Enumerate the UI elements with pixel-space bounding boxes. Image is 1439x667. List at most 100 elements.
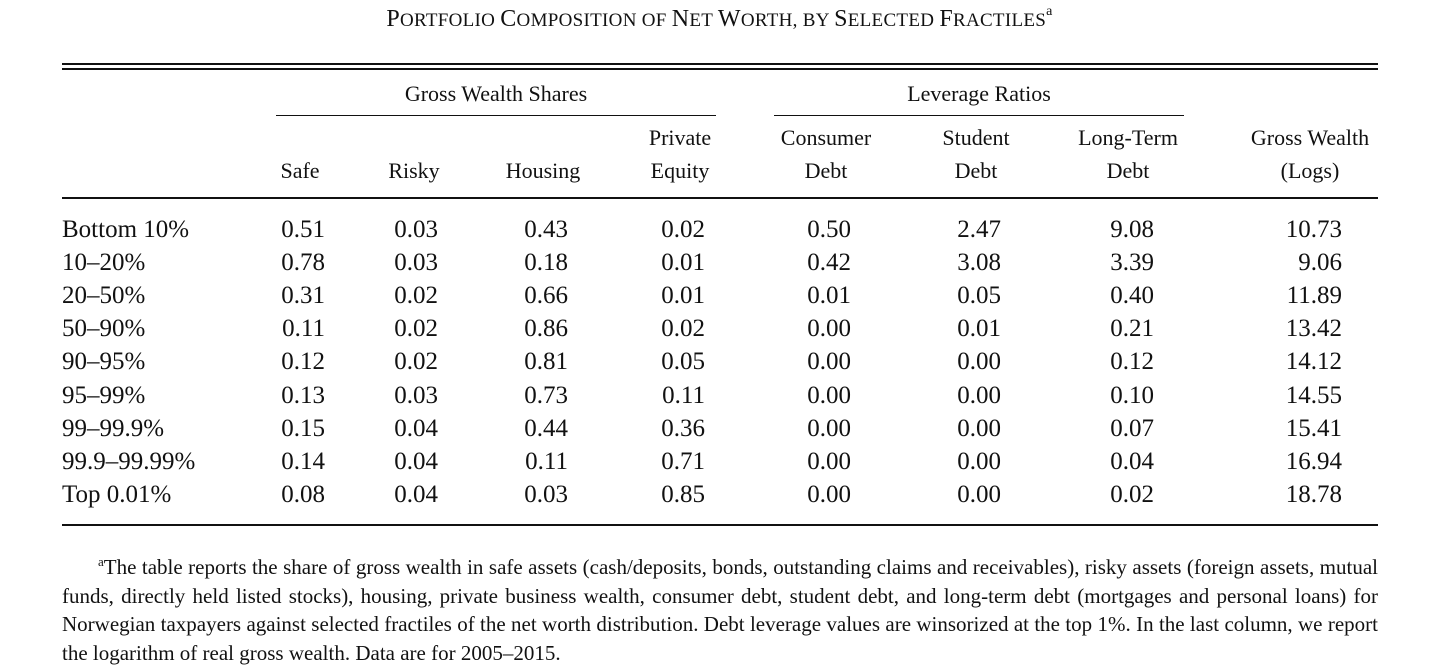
cell-student-debt: 0.00 <box>957 414 1001 442</box>
cell-long-term-debt: 0.07 <box>1110 414 1154 442</box>
table-footnote: aThe table reports the share of gross we… <box>62 548 1378 667</box>
cell-long-term-debt: 0.12 <box>1110 348 1154 376</box>
cell-gross-wealth-logs: 15.41 <box>1285 414 1342 442</box>
cell-risky: 0.03 <box>394 216 438 243</box>
cell-safe: 0.11 <box>282 315 325 343</box>
cell-safe: 0.78 <box>281 249 325 277</box>
cell-safe: 0.15 <box>281 414 325 442</box>
title-small-caps: ORTH, BY <box>740 10 835 31</box>
top-rule-2 <box>62 68 1378 70</box>
cell-consumer-debt: 0.50 <box>807 216 851 243</box>
cell-student-debt: 0.05 <box>957 282 1001 310</box>
row-label: Top 0.01% <box>62 480 172 508</box>
cell-private-equity: 0.01 <box>661 282 705 310</box>
group-rule-gross-wealth-shares <box>276 115 716 117</box>
row-label: 99–99.9% <box>62 414 165 442</box>
row-label: 50–90% <box>62 315 146 343</box>
cell-safe: 0.12 <box>281 348 325 376</box>
header-rule <box>62 197 1378 199</box>
cell-risky: 0.04 <box>394 480 438 508</box>
row-label: 90–95% <box>62 348 146 376</box>
title-small-caps: ET <box>689 10 718 31</box>
cell-gross-wealth-logs: 13.42 <box>1285 315 1342 343</box>
cell-gross-wealth-logs: 14.55 <box>1285 381 1342 409</box>
cell-consumer-debt: 0.00 <box>807 348 851 376</box>
cell-student-debt: 0.00 <box>957 381 1001 409</box>
title-cap-letter: S <box>834 6 848 32</box>
table-title-text: PORTFOLIO COMPOSITION OF NET WORTH, BY S… <box>386 6 1046 32</box>
cell-housing: 0.81 <box>524 348 568 376</box>
cell-private-equity: 0.36 <box>661 414 705 442</box>
group-label-gross-wealth-shares: Gross Wealth Shares <box>404 81 588 106</box>
cell-housing: 0.03 <box>524 480 568 508</box>
cell-private-equity: 0.02 <box>661 216 705 243</box>
cell-student-debt: 0.00 <box>957 348 1001 376</box>
cell-risky: 0.03 <box>394 249 438 277</box>
row-label: 95–99% <box>62 381 146 409</box>
cell-gross-wealth-logs: 9.06 <box>1298 249 1342 277</box>
row-label: 10–20% <box>62 249 146 277</box>
cell-risky: 0.04 <box>394 447 438 475</box>
cell-risky: 0.02 <box>394 315 438 343</box>
title-small-caps: ELECTED <box>847 10 940 31</box>
cell-long-term-debt: 0.04 <box>1110 447 1154 475</box>
cell-student-debt: 0.00 <box>957 447 1001 475</box>
title-cap-letter: F <box>939 6 953 32</box>
column-header-private-equity: Private Equity <box>648 125 712 183</box>
cell-safe: 0.08 <box>281 480 325 508</box>
cell-student-debt: 3.08 <box>957 249 1001 277</box>
cell-long-term-debt: 0.02 <box>1110 480 1154 508</box>
top-rule-1 <box>62 63 1378 65</box>
cell-gross-wealth-logs: 10.73 <box>1285 216 1342 243</box>
cell-consumer-debt: 0.00 <box>807 447 851 475</box>
group-label-leverage-ratios: Leverage Ratios <box>907 81 1051 106</box>
cell-risky: 0.04 <box>394 414 438 442</box>
cell-long-term-debt: 0.10 <box>1110 381 1154 409</box>
cell-private-equity: 0.01 <box>661 249 705 277</box>
column-header-gross-wealth-logs: Gross Wealth (Logs) <box>1250 125 1370 183</box>
title-cap-letter: C <box>500 6 517 32</box>
cell-gross-wealth-logs: 11.89 <box>1286 282 1342 310</box>
cell-student-debt: 0.00 <box>957 480 1001 508</box>
title-footnote-mark: a <box>1046 4 1053 19</box>
row-label: 20–50% <box>62 282 146 310</box>
column-header-housing: Housing <box>505 158 581 183</box>
column-header-long-term-debt: Long-Term Debt <box>1078 125 1178 183</box>
cell-risky: 0.03 <box>394 381 438 409</box>
footnote-text: The table reports the share of gross wea… <box>62 555 1378 665</box>
table-title: PORTFOLIO COMPOSITION OF NET WORTH, BY S… <box>0 4 1439 33</box>
column-header-student-debt: Student Debt <box>942 125 1010 183</box>
cell-safe: 0.14 <box>281 447 325 475</box>
column-header-consumer-debt: Consumer Debt <box>780 125 872 183</box>
row-label: Bottom 10% <box>62 216 190 243</box>
column-header-safe: Safe <box>280 158 320 183</box>
cell-consumer-debt: 0.01 <box>807 282 851 310</box>
cell-consumer-debt: 0.00 <box>807 381 851 409</box>
cell-housing: 0.73 <box>524 381 568 409</box>
cell-housing: 0.44 <box>524 414 568 442</box>
group-rule-leverage-ratios <box>774 115 1184 117</box>
column-header-risky: Risky <box>388 158 440 183</box>
cell-consumer-debt: 0.00 <box>807 315 851 343</box>
cell-safe: 0.51 <box>281 216 325 243</box>
cell-gross-wealth-logs: 16.94 <box>1285 447 1342 475</box>
cell-gross-wealth-logs: 18.78 <box>1285 480 1342 508</box>
cell-gross-wealth-logs: 14.12 <box>1285 348 1342 376</box>
cell-private-equity: 0.85 <box>661 480 705 508</box>
cell-housing: 0.66 <box>524 282 568 310</box>
cell-housing: 0.86 <box>524 315 568 343</box>
cell-housing: 0.43 <box>524 216 568 243</box>
cell-long-term-debt: 9.08 <box>1110 216 1154 243</box>
title-cap-letter: N <box>671 6 690 32</box>
cell-private-equity: 0.11 <box>662 381 705 409</box>
cell-safe: 0.31 <box>281 282 325 310</box>
cell-long-term-debt: 3.39 <box>1110 249 1154 277</box>
cell-private-equity: 0.05 <box>661 348 705 376</box>
cell-risky: 0.02 <box>394 282 438 310</box>
title-cap-letter: W <box>717 6 741 32</box>
cell-housing: 0.11 <box>525 447 568 475</box>
title-small-caps: RACTILES <box>952 10 1047 31</box>
bottom-rule <box>62 524 1378 526</box>
cell-private-equity: 0.71 <box>661 447 705 475</box>
cell-long-term-debt: 0.21 <box>1110 315 1154 343</box>
